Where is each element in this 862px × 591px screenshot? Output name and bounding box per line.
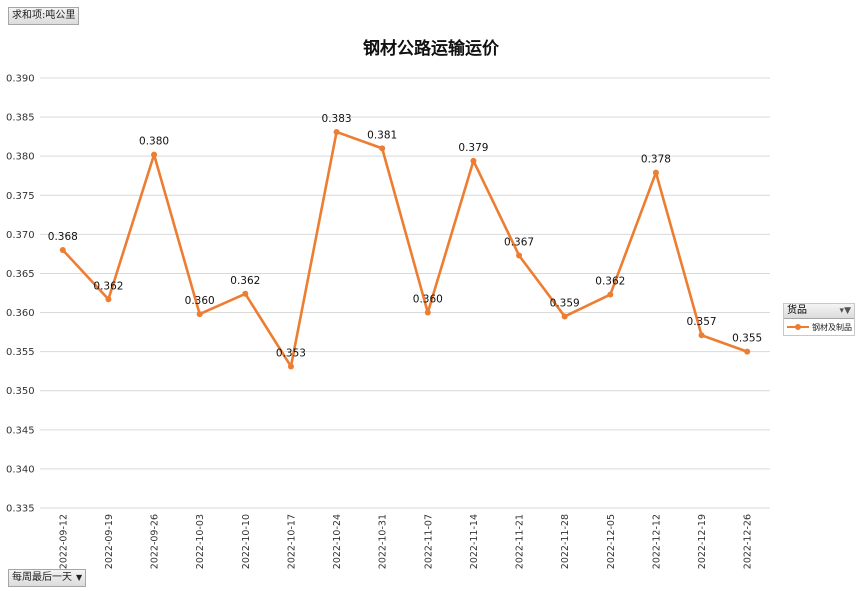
x-axis-tick-labels: 2022-09-12 2022-09-19 2022-09-26 2022-10-03… [58,514,753,569]
data-labels: 0.368 0.362 0.380 0.360 0.362 0.353 0.383 0.381… [48,113,762,360]
legend-field-button[interactable]: 货品 ▾▼ [784,304,854,319]
data-point [516,252,523,259]
data-point [242,290,249,297]
data-point [59,247,66,253]
data-label: 0.359 [550,297,580,309]
y-tick-label: 0.375 [6,191,35,202]
data-label: 0.353 [276,347,306,359]
data-point [196,311,203,318]
data-point [698,332,705,339]
data-label: 0.378 [641,154,671,166]
chart-title: 钢材公路运输运价 [363,38,500,59]
x-tick-label: 2022-09-26 [150,514,161,569]
data-point [105,296,112,303]
filter-dropdown-icon[interactable]: ▾▼ [839,306,851,316]
data-label: 0.367 [504,236,534,248]
data-label: 0.362 [230,275,260,287]
x-tick-label: 2022-12-05 [606,514,617,569]
data-point [561,313,568,320]
x-tick-label: 2022-10-17 [286,514,297,569]
data-point [333,128,340,135]
x-tick-label: 2022-11-28 [560,514,571,569]
data-point [151,151,158,158]
data-label: 0.380 [139,136,169,148]
legend-line-marker-icon [787,322,809,332]
gridlines [40,77,770,509]
data-label: 0.357 [687,316,717,328]
legend: 货品 ▾▼ 钢材及制品 [783,303,855,336]
x-tick-label: 2022-11-07 [423,514,434,569]
y-tick-label: 0.390 [6,74,35,85]
data-label: 0.381 [367,129,397,141]
x-tick-label: 2022-10-03 [195,514,206,569]
value-field-button[interactable]: 求和项:吨公里 [8,7,80,25]
y-tick-label: 0.385 [6,113,35,124]
data-label: 0.362 [93,280,123,292]
legend-item-steel: 钢材及制品 [784,319,854,335]
value-field-label: 求和项:吨公里 [12,10,76,21]
x-tick-label: 2022-10-10 [241,514,252,569]
x-tick-label: 2022-10-31 [378,514,389,569]
x-tick-label: 2022-12-26 [743,514,754,569]
y-tick-label: 0.365 [6,269,35,280]
y-tick-label: 0.345 [6,425,35,436]
data-point [424,309,431,316]
y-tick-label: 0.340 [6,464,35,475]
data-label: 0.383 [322,113,352,125]
data-label: 0.362 [595,276,625,288]
y-tick-label: 0.370 [6,230,35,241]
data-point [470,157,477,164]
x-tick-label: 2022-11-21 [515,514,526,569]
data-point [607,291,614,298]
data-point [652,169,659,176]
date-field-button[interactable]: 每周最后一天 ▼ [8,569,87,587]
data-point [287,363,294,370]
data-label: 0.360 [185,295,215,307]
x-tick-label: 2022-12-19 [697,514,708,569]
x-tick-label: 2022-11-14 [469,514,480,569]
y-tick-label: 0.380 [6,152,35,163]
data-label: 0.368 [48,231,78,243]
date-field-label: 每周最后一天 [12,572,72,583]
y-tick-label: 0.335 [6,504,35,515]
data-label: 0.379 [458,142,488,154]
data-point [744,348,751,355]
x-tick-label: 2022-09-19 [104,514,115,569]
data-label: 0.355 [732,333,762,345]
legend-header-label: 货品 [787,305,807,316]
x-tick-label: 2022-10-24 [332,514,343,569]
y-axis-tick-labels: 0.335 0.340 0.345 0.350 0.355 0.360 0.365 0.370… [6,74,35,515]
data-label: 0.360 [413,294,443,306]
dropdown-arrow-icon: ▼ [76,573,83,582]
series-line [61,130,748,368]
x-tick-label: 2022-12-12 [651,514,662,569]
data-point [379,145,386,152]
legend-item-label: 钢材及制品 [812,322,852,332]
series-steel-products [59,128,751,370]
x-tick-label: 2022-09-12 [58,514,69,569]
y-tick-label: 0.355 [6,347,35,358]
y-tick-label: 0.360 [6,308,35,319]
y-tick-label: 0.350 [6,386,35,397]
